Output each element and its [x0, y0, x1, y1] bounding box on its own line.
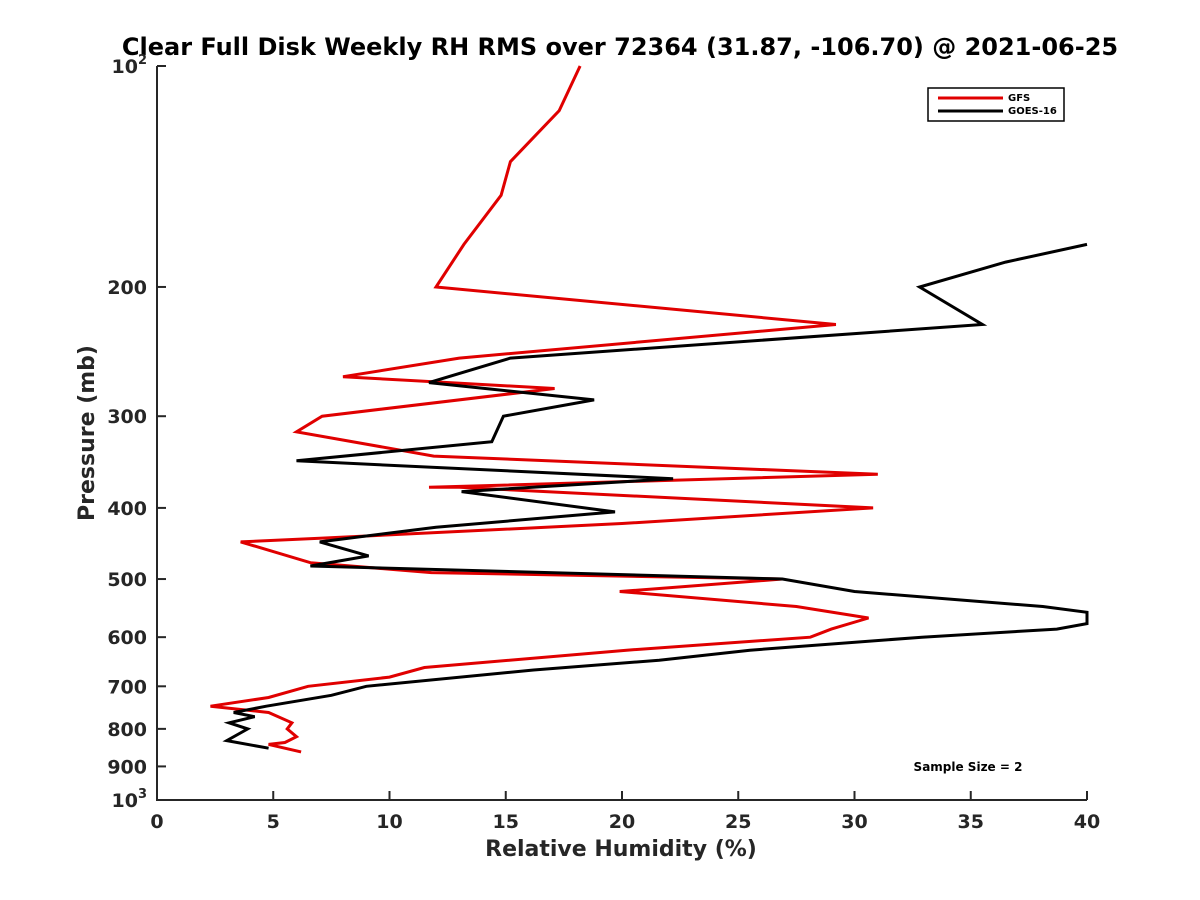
- x-tick-label: 15: [493, 811, 519, 833]
- series-line-gfs: [210, 65, 878, 754]
- x-tick-label: 40: [1074, 811, 1100, 833]
- x-tick-label: 20: [609, 811, 635, 833]
- x-axis-label: Relative Humidity (%): [485, 837, 757, 862]
- x-tick-label: 0: [150, 811, 163, 833]
- y-tick-label: 500: [107, 569, 147, 591]
- y-tick-label: 900: [107, 756, 147, 778]
- series-line-goes16: [222, 242, 1089, 750]
- y-tick-label: 700: [107, 676, 147, 698]
- y-tick-label: 102: [112, 53, 148, 78]
- legend: GFS GOES-16: [927, 87, 1065, 122]
- x-tick-label: 35: [958, 811, 984, 833]
- x-ticks: 0 5 10 15 20 25 30 35 40: [150, 791, 1100, 833]
- y-ticks: 102 200 300 400 500 600 700 800 900 103: [107, 53, 166, 812]
- legend-label-goes16: GOES-16: [1008, 106, 1057, 117]
- x-tick-label: 5: [267, 811, 280, 833]
- chart-title: Clear Full Disk Weekly RH RMS over 72364…: [122, 33, 1118, 61]
- y-tick-label: 400: [107, 498, 147, 520]
- y-tick-label: 600: [107, 627, 147, 649]
- y-axis-label: Pressure (mb): [75, 345, 100, 521]
- y-tick-label: 300: [107, 406, 147, 428]
- x-tick-label: 25: [725, 811, 751, 833]
- sample-size-annotation: Sample Size = 2: [914, 760, 1023, 774]
- x-tick-label: 10: [376, 811, 402, 833]
- series-layer: [210, 65, 1089, 754]
- y-tick-label: 200: [107, 277, 147, 299]
- legend-label-gfs: GFS: [1008, 93, 1030, 104]
- x-tick-label: 30: [841, 811, 867, 833]
- legend-box: [927, 87, 1065, 122]
- y-tick-label: 800: [107, 719, 147, 741]
- y-tick-label: 103: [112, 787, 148, 812]
